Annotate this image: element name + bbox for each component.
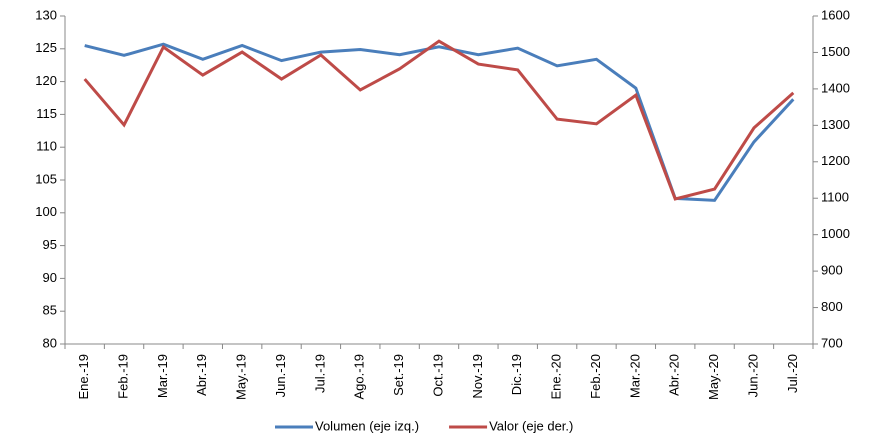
- y-tick-label: 125: [35, 40, 57, 55]
- y2-tick-label: 1400: [821, 80, 850, 95]
- x-tick-label: Feb.-20: [588, 354, 603, 399]
- y-tick-label: 90: [43, 270, 57, 285]
- y2-tick-label: 800: [821, 299, 843, 314]
- legend-label: Volumen (eje izq.): [315, 418, 419, 433]
- x-tick-label: Mar.-20: [627, 354, 642, 398]
- x-tick-label: Oct.-19: [430, 354, 445, 397]
- x-tick-label: Nov.-19: [470, 354, 485, 399]
- y-tick-label: 115: [36, 106, 57, 121]
- y-tick-label: 105: [35, 171, 57, 186]
- y2-tick-label: 1000: [821, 226, 850, 241]
- x-tick-label: Jul.-20: [785, 354, 800, 393]
- x-tick-label: Jul.-19: [312, 354, 327, 393]
- y-tick-label: 130: [35, 7, 57, 22]
- y2-tick-label: 1200: [821, 153, 850, 168]
- x-tick-label: Set.-19: [391, 354, 406, 396]
- x-tick-label: Ene.-19: [76, 354, 91, 400]
- y-tick-label: 80: [43, 335, 57, 350]
- x-tick-label: Feb.-19: [115, 354, 130, 399]
- legend-label: Valor (eje der.): [489, 418, 573, 433]
- y2-tick-label: 1500: [821, 44, 850, 59]
- x-tick-label: Ene.-20: [549, 354, 564, 400]
- y2-tick-label: 1300: [821, 117, 850, 132]
- x-tick-label: May.-20: [706, 354, 721, 400]
- y2-tick-label: 900: [821, 263, 843, 278]
- x-tick-label: May.-19: [234, 354, 249, 400]
- y2-tick-label: 1100: [821, 190, 849, 205]
- x-tick-label: Jun.-20: [745, 354, 760, 397]
- y-tick-label: 85: [43, 303, 57, 318]
- x-tick-label: Abr.-19: [194, 354, 209, 396]
- y-tick-label: 110: [36, 139, 57, 154]
- y2-tick-label: 700: [821, 335, 843, 350]
- x-tick-label: Jun.-19: [273, 354, 288, 397]
- y-tick-label: 100: [35, 204, 57, 219]
- x-tick-label: Abr.-20: [667, 354, 682, 396]
- y-tick-label: 95: [43, 237, 57, 252]
- series-line: [83, 39, 795, 201]
- x-tick-label: Dic.-19: [509, 354, 524, 395]
- x-tick-label: Mar.-19: [155, 354, 170, 398]
- y-tick-label: 120: [35, 73, 57, 88]
- y2-tick-label: 1600: [821, 7, 850, 22]
- x-tick-label: Ago.-19: [352, 354, 367, 400]
